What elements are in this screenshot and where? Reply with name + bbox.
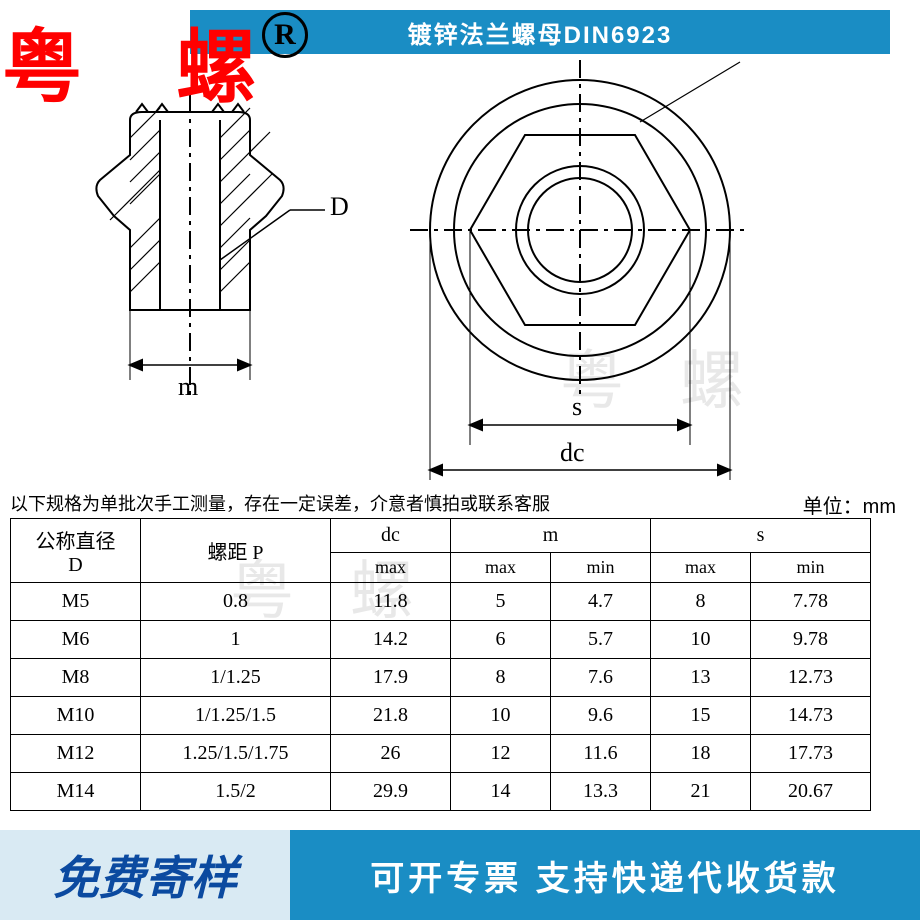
label-s: s	[572, 392, 582, 422]
th-dc: dc	[331, 519, 451, 553]
cell-m_max: 12	[451, 735, 551, 773]
th-m: m	[451, 519, 651, 553]
banner-left: 免费寄样	[0, 830, 290, 920]
cell-P: 1.25/1.5/1.75	[141, 735, 331, 773]
cell-dc: 14.2	[331, 621, 451, 659]
label-d: D	[330, 192, 349, 222]
registered-mark: R	[262, 12, 308, 58]
th-p: 螺距 P	[141, 519, 331, 583]
table-row: M50.811.854.787.78	[11, 583, 871, 621]
spec-table: 公称直径 D 螺距 P dc m s max max min max min M…	[10, 518, 871, 811]
cell-P: 1.5/2	[141, 773, 331, 811]
table-row: M121.25/1.5/1.75261211.61817.73	[11, 735, 871, 773]
cell-s_max: 10	[651, 621, 751, 659]
bottom-banner: 免费寄样 可开专票 支持快递代收货款	[0, 830, 920, 920]
cell-m_max: 14	[451, 773, 551, 811]
flange-nut-svg	[50, 60, 870, 480]
cell-P: 1/1.25	[141, 659, 331, 697]
cell-m_max: 5	[451, 583, 551, 621]
cell-m_min: 7.6	[551, 659, 651, 697]
table-row: M101/1.25/1.521.8109.61514.73	[11, 697, 871, 735]
technical-diagram: D m s dc	[50, 60, 870, 480]
cell-D: M6	[11, 621, 141, 659]
cell-D: M5	[11, 583, 141, 621]
cell-m_max: 6	[451, 621, 551, 659]
cell-dc: 17.9	[331, 659, 451, 697]
cell-m_min: 13.3	[551, 773, 651, 811]
cell-dc: 26	[331, 735, 451, 773]
th-m-max: max	[451, 553, 551, 583]
label-dc: dc	[560, 438, 585, 468]
cell-P: 1	[141, 621, 331, 659]
cell-s_max: 18	[651, 735, 751, 773]
cell-s_max: 13	[651, 659, 751, 697]
unit-label: 单位：mm	[803, 490, 896, 519]
th-dc-max: max	[331, 553, 451, 583]
registered-letter: R	[274, 18, 296, 52]
cell-s_min: 7.78	[751, 583, 871, 621]
brand-text: 粤 螺	[2, 23, 292, 112]
brand-logo: 粤 螺	[2, 28, 292, 108]
cell-m_min: 9.6	[551, 697, 651, 735]
cell-m_min: 11.6	[551, 735, 651, 773]
cell-dc: 29.9	[331, 773, 451, 811]
cell-D: M14	[11, 773, 141, 811]
cell-D: M10	[11, 697, 141, 735]
cell-s_max: 8	[651, 583, 751, 621]
cell-s_max: 15	[651, 697, 751, 735]
cell-m_max: 10	[451, 697, 551, 735]
cell-D: M8	[11, 659, 141, 697]
cell-s_min: 9.78	[751, 621, 871, 659]
cell-s_min: 17.73	[751, 735, 871, 773]
label-m: m	[178, 372, 198, 402]
th-d: 公称直径 D	[11, 519, 141, 583]
cell-P: 1/1.25/1.5	[141, 697, 331, 735]
table-note: 以下规格为单批次手工测量，存在一定误差，介意者慎拍或联系客服	[10, 490, 550, 516]
th-s: s	[651, 519, 871, 553]
cell-dc: 11.8	[331, 583, 451, 621]
table-row: M141.5/229.91413.32120.67	[11, 773, 871, 811]
cell-s_max: 21	[651, 773, 751, 811]
cell-m_max: 8	[451, 659, 551, 697]
header-title: 镀锌法兰螺母DIN6923	[408, 15, 673, 50]
cell-dc: 21.8	[331, 697, 451, 735]
th-m-min: min	[551, 553, 651, 583]
cell-P: 0.8	[141, 583, 331, 621]
banner-right: 可开专票 支持快递代收货款	[290, 830, 920, 920]
cell-s_min: 12.73	[751, 659, 871, 697]
table-row: M6114.265.7109.78	[11, 621, 871, 659]
th-s-min: min	[751, 553, 871, 583]
cell-s_min: 14.73	[751, 697, 871, 735]
cell-m_min: 4.7	[551, 583, 651, 621]
table-row: M81/1.2517.987.61312.73	[11, 659, 871, 697]
cell-s_min: 20.67	[751, 773, 871, 811]
cell-m_min: 5.7	[551, 621, 651, 659]
th-s-max: max	[651, 553, 751, 583]
cell-D: M12	[11, 735, 141, 773]
